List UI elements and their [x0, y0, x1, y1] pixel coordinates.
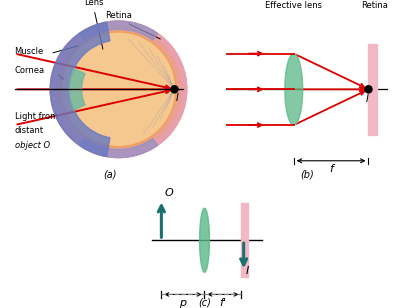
Circle shape	[63, 33, 174, 145]
Wedge shape	[50, 22, 110, 156]
Polygon shape	[200, 208, 209, 272]
Circle shape	[365, 86, 372, 93]
Text: Lens: Lens	[84, 0, 104, 7]
Bar	[241, 203, 247, 277]
Text: distant: distant	[15, 126, 44, 135]
Text: (c): (c)	[198, 298, 211, 307]
Text: Light from: Light from	[15, 111, 58, 120]
Text: I: I	[366, 94, 369, 104]
Text: Retina: Retina	[105, 11, 132, 20]
Text: (a): (a)	[103, 169, 117, 179]
Wedge shape	[79, 139, 157, 157]
Text: O: O	[164, 188, 173, 198]
Text: Effective lens: Effective lens	[265, 1, 322, 10]
Text: I: I	[176, 93, 179, 103]
Text: f: f	[329, 164, 333, 174]
Wedge shape	[70, 69, 85, 110]
Text: (b): (b)	[300, 169, 314, 179]
Text: f': f'	[220, 298, 227, 307]
Wedge shape	[79, 21, 157, 40]
Text: Muscle: Muscle	[15, 47, 44, 55]
Bar	[369, 44, 378, 135]
Circle shape	[171, 86, 178, 93]
Circle shape	[50, 21, 187, 157]
Text: Cornea: Cornea	[15, 66, 45, 75]
Text: p: p	[180, 298, 187, 307]
Text: Retina: Retina	[362, 1, 389, 10]
Text: object O: object O	[15, 141, 49, 150]
Wedge shape	[52, 23, 184, 156]
Text: I: I	[246, 265, 249, 275]
Polygon shape	[285, 54, 303, 125]
